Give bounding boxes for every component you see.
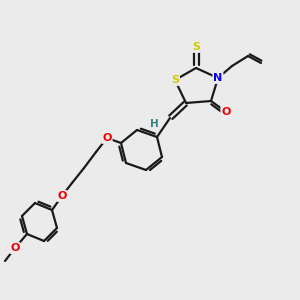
Text: S: S: [192, 42, 200, 52]
Text: S: S: [171, 75, 179, 85]
Text: O: O: [221, 107, 231, 117]
Text: O: O: [10, 243, 20, 253]
Text: H: H: [150, 119, 158, 129]
Text: N: N: [213, 73, 223, 83]
Text: O: O: [57, 191, 67, 201]
Text: O: O: [102, 133, 112, 143]
